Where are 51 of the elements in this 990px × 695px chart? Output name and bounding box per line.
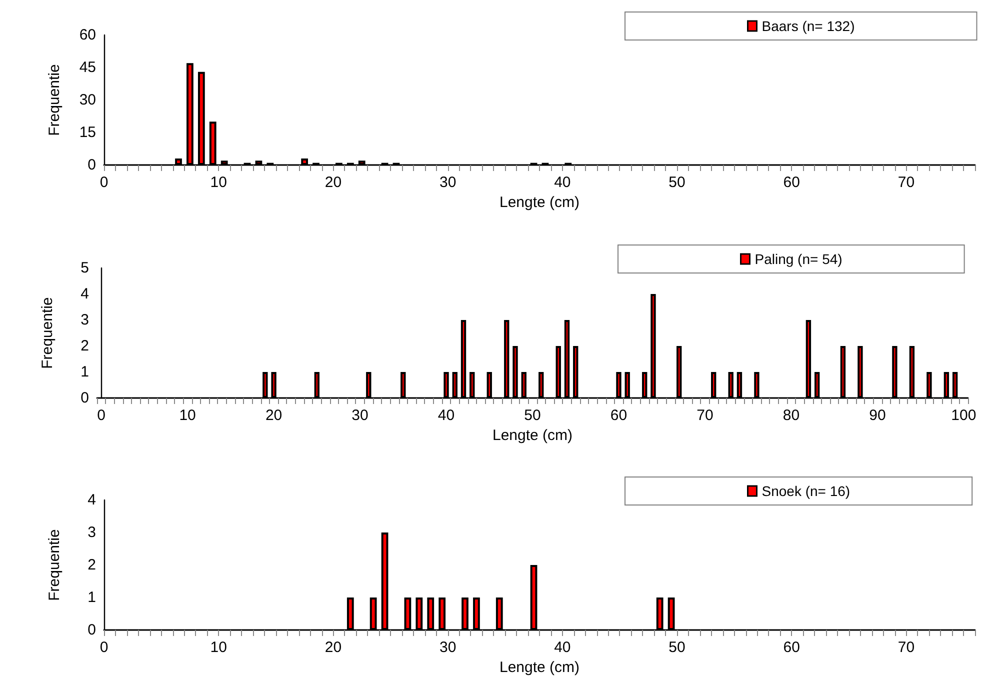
x-tick-label: 60 (610, 407, 628, 424)
x-tick-label: 50 (668, 639, 686, 656)
legend-label: Baars (n= 132) (762, 18, 855, 34)
y-tick-label: 4 (88, 492, 96, 508)
x-tick-label: 40 (554, 174, 571, 191)
y-axis-title: Frequentie (46, 64, 63, 136)
x-tick-label: 10 (179, 407, 196, 424)
y-tick-label: 4 (80, 286, 89, 302)
x-tick-label: 30 (352, 407, 368, 424)
legend-label: Paling (n= 54) (754, 251, 842, 267)
legend-label: Snoek (n= 16) (762, 483, 850, 499)
y-tick-label: 3 (80, 312, 89, 328)
x-tick-label: 90 (869, 407, 886, 424)
x-tick-label: 20 (324, 639, 342, 656)
x-tick-label: 60 (783, 174, 800, 191)
x-tick-label: 70 (696, 407, 714, 424)
x-tick-label: 40 (554, 639, 571, 656)
y-tick-label: 3 (88, 524, 96, 541)
y-tick-label: 1 (88, 589, 96, 606)
x-tick-label: 10 (210, 639, 227, 656)
y-tick-label: 0 (88, 156, 96, 174)
y-tick-label: 0 (80, 390, 89, 406)
x-tick-label: 0 (100, 174, 108, 191)
x-tick-label: 20 (324, 174, 342, 191)
x-tick-label: 80 (782, 407, 800, 424)
y-tick-label: 60 (79, 26, 96, 44)
x-tick-label: 70 (898, 639, 915, 656)
x-tick-label: 100 (951, 407, 976, 424)
y-tick-label: 45 (79, 59, 96, 76)
x-tick-label: 70 (898, 174, 915, 191)
y-tick-label: 2 (88, 556, 96, 574)
x-tick-label: 50 (524, 407, 541, 424)
x-tick-label: 60 (783, 639, 800, 656)
y-tick-label: 5 (80, 260, 89, 276)
x-tick-label: 30 (439, 639, 456, 656)
x-axis-title: Lengte (cm) (499, 659, 580, 676)
x-axis-title: Lengte (cm) (492, 427, 573, 444)
y-axis-title: Frequentie (39, 297, 56, 369)
x-tick-label: 0 (100, 639, 108, 656)
y-tick-label: 15 (79, 124, 96, 141)
y-axis-title: Frequentie (46, 529, 63, 601)
x-tick-label: 20 (265, 407, 282, 424)
x-axis-title: Lengte (cm) (499, 194, 580, 211)
y-tick-label: 30 (79, 92, 96, 108)
y-tick-label: 1 (80, 364, 89, 380)
y-tick-label: 0 (88, 622, 96, 638)
x-tick-label: 10 (210, 174, 227, 191)
x-tick-label: 30 (439, 174, 456, 191)
x-tick-label: 40 (438, 407, 455, 424)
x-tick-label: 50 (668, 174, 686, 191)
y-tick-label: 2 (80, 338, 89, 354)
